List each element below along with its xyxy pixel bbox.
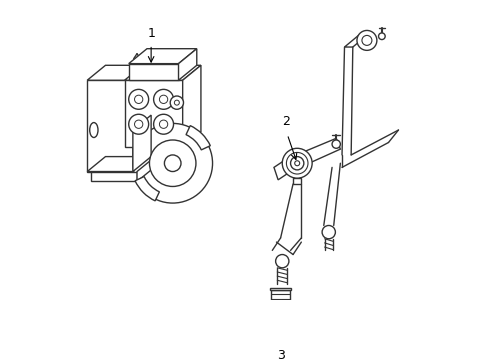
Polygon shape xyxy=(128,64,178,80)
Text: 2: 2 xyxy=(281,115,289,129)
Polygon shape xyxy=(91,171,137,181)
Circle shape xyxy=(134,95,142,103)
Wedge shape xyxy=(135,176,159,201)
Circle shape xyxy=(331,140,340,148)
Circle shape xyxy=(133,123,212,203)
Circle shape xyxy=(282,148,311,178)
Polygon shape xyxy=(87,65,151,80)
Polygon shape xyxy=(269,319,291,323)
Polygon shape xyxy=(128,49,196,64)
Circle shape xyxy=(294,161,299,166)
Polygon shape xyxy=(286,138,340,171)
Polygon shape xyxy=(137,157,155,181)
Circle shape xyxy=(153,89,173,109)
Circle shape xyxy=(356,31,376,50)
Circle shape xyxy=(174,100,179,105)
Polygon shape xyxy=(133,59,140,65)
Circle shape xyxy=(170,96,183,109)
Polygon shape xyxy=(148,59,155,65)
Polygon shape xyxy=(133,115,151,171)
Polygon shape xyxy=(177,63,183,69)
Polygon shape xyxy=(124,80,183,147)
Circle shape xyxy=(159,120,167,129)
Polygon shape xyxy=(87,80,133,171)
Circle shape xyxy=(290,157,303,170)
Polygon shape xyxy=(124,65,201,80)
Circle shape xyxy=(378,33,385,40)
Polygon shape xyxy=(273,159,290,180)
Circle shape xyxy=(286,152,307,174)
Polygon shape xyxy=(164,59,171,65)
Circle shape xyxy=(164,155,181,171)
Polygon shape xyxy=(344,35,367,47)
Polygon shape xyxy=(178,49,196,80)
Circle shape xyxy=(275,255,288,268)
Ellipse shape xyxy=(89,122,98,138)
Text: 1: 1 xyxy=(147,27,155,40)
Circle shape xyxy=(128,89,148,109)
Circle shape xyxy=(149,140,196,186)
Polygon shape xyxy=(133,65,151,171)
Circle shape xyxy=(128,114,148,134)
Polygon shape xyxy=(87,157,151,171)
Polygon shape xyxy=(269,288,291,290)
Circle shape xyxy=(134,120,142,129)
Circle shape xyxy=(361,35,371,45)
Wedge shape xyxy=(185,126,210,150)
Polygon shape xyxy=(271,290,289,319)
Circle shape xyxy=(275,300,285,310)
Circle shape xyxy=(322,225,335,239)
Circle shape xyxy=(159,95,167,103)
Circle shape xyxy=(153,114,173,134)
Text: 3: 3 xyxy=(276,349,284,360)
Polygon shape xyxy=(183,65,201,147)
Polygon shape xyxy=(292,178,301,184)
